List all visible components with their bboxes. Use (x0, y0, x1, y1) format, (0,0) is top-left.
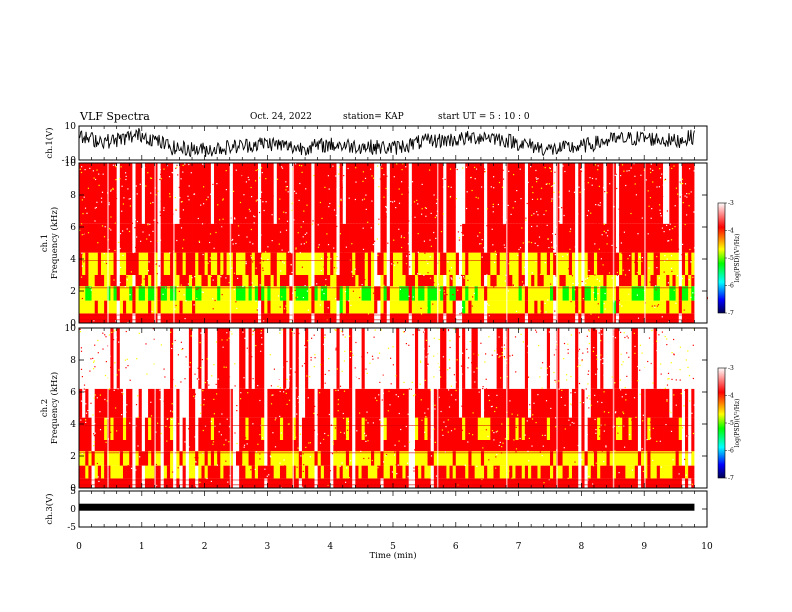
xtick-label: 2 (202, 542, 208, 552)
ch1-spectrogram-ytick-label: 10 (65, 159, 77, 169)
ch2-spectrogram-ytick-label: 8 (70, 356, 76, 366)
xtick-label: 3 (265, 542, 271, 552)
xtick-label: 9 (641, 542, 647, 552)
ch2-colorbar-tick: -5 (728, 420, 734, 427)
ch1-colorbar-tick: -6 (728, 283, 734, 290)
ch2-colorbar-tick: -3 (728, 365, 734, 372)
ch3-ylabel: ch.3(V) (44, 493, 55, 524)
ch1-waveform-line (78, 127, 695, 158)
ch2-colorbar-tick: -7 (728, 475, 734, 482)
ch2-colorbar-tick: -4 (728, 393, 734, 400)
xtick-label: 10 (701, 542, 713, 552)
ch3-ytick-label: 0 (70, 505, 76, 515)
x-axis-title: Time (min) (369, 550, 416, 561)
ch1-spectrogram-ylabel: ch.1Frequency (kHz) (40, 207, 60, 279)
ch1-colorbar-label: log(PSD)(V²/Hz) (734, 234, 741, 283)
ch2-spectrogram-ytick-label: 2 (70, 452, 76, 462)
ch2-spectrogram-ytick-label: 6 (70, 388, 76, 398)
ch1-colorbar-tick: -3 (728, 200, 734, 207)
station-label: station= KAP (343, 112, 404, 122)
xtick-label: 7 (516, 542, 522, 552)
xtick-label: 1 (139, 542, 145, 552)
ch1-colorbar-tick: -7 (728, 310, 734, 317)
ch3-ytick-label: 5 (70, 487, 76, 497)
ch3-ytick-label: -5 (67, 523, 76, 533)
ch1-spectrogram-ytick-label: 6 (70, 223, 76, 233)
ch1-spectrogram (79, 163, 709, 324)
date-label: Oct. 24, 2022 (250, 112, 312, 122)
ch2-spectrogram-ytick-label: 4 (70, 420, 76, 430)
ch1-ytick-label: -10 (62, 156, 77, 166)
ch2-colorbar-label: log(PSD)(V²/Hz) (734, 399, 741, 448)
xtick-label: 0 (76, 542, 82, 552)
xtick-label: 8 (579, 542, 585, 552)
ch3-waveform-line (79, 503, 695, 511)
xtick-label: 6 (453, 542, 459, 552)
xtick-label: 4 (327, 542, 333, 552)
ch2-colorbar (717, 367, 726, 479)
xtick-label: 5 (390, 542, 396, 552)
ch1-spectrogram-ytick-label: 2 (70, 287, 76, 297)
ch1-colorbar-tick: -5 (728, 255, 734, 262)
ch2-spectrogram-ylabel: ch.2Frequency (kHz) (40, 372, 60, 444)
plot-title: VLF Spectra (80, 110, 150, 123)
ch1-spectrogram-ytick-label: 4 (70, 255, 76, 265)
ch1-ylabel: ch.1(V) (44, 127, 55, 158)
ch1-spectrogram-ytick-label: 8 (70, 191, 76, 201)
ch2-spectrogram-ytick-label: 0 (70, 484, 76, 494)
ch1-spectrogram-ytick-label: 0 (70, 319, 76, 329)
start-time-label: start UT = 5 : 10 : 0 (438, 112, 530, 122)
ch1-colorbar (717, 202, 726, 314)
ch2-spectrogram (79, 328, 708, 489)
ch2-colorbar-tick: -6 (728, 448, 734, 455)
ch1-ytick-label: 10 (65, 122, 77, 132)
ch2-spectrogram-ytick-label: 10 (65, 324, 77, 334)
ch1-colorbar-tick: -4 (728, 228, 734, 235)
